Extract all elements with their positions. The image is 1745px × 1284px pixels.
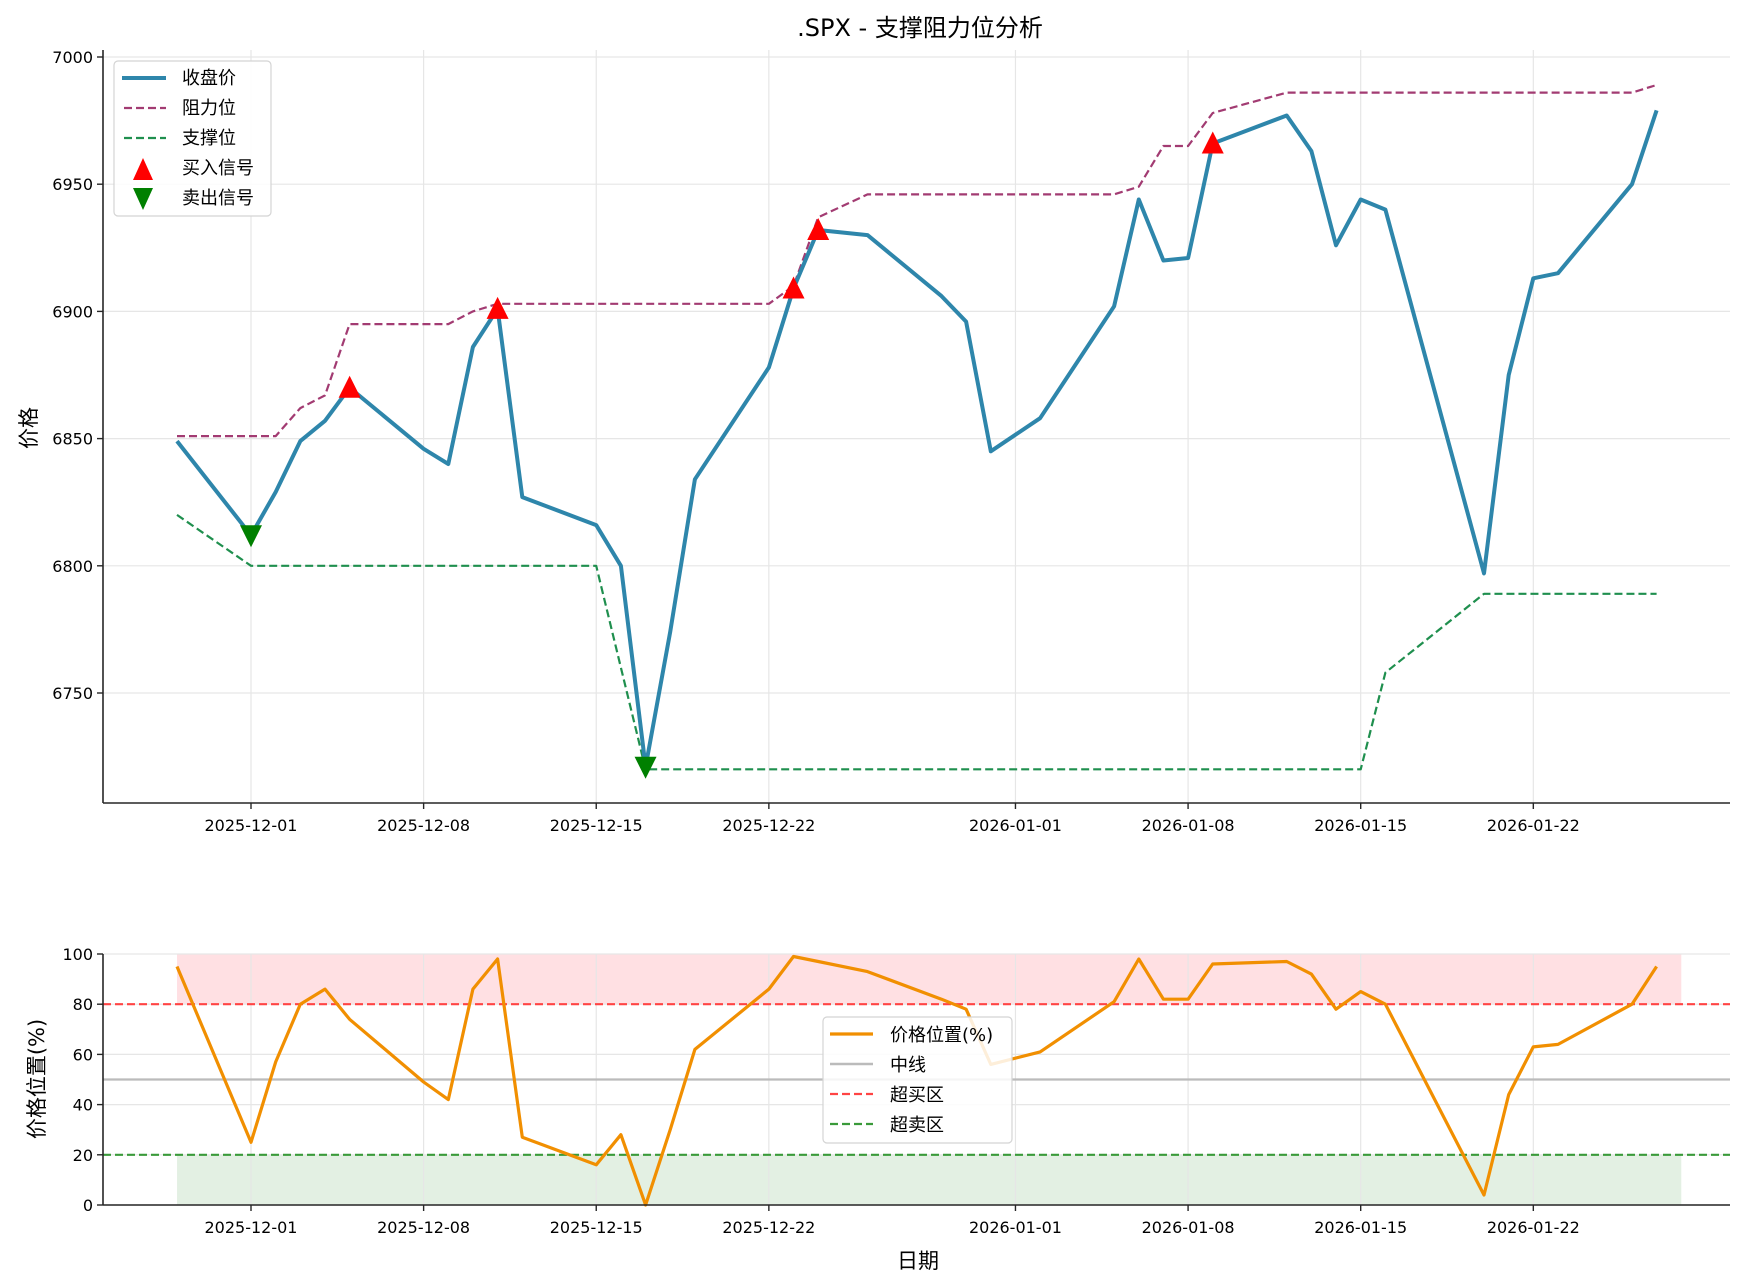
price-chart: 6750 6800 6850 6900 6950 7000 2025-12-01 2025-1… xyxy=(17,48,1730,835)
y-tick-label: 0 xyxy=(83,1196,93,1215)
legend-position-label: 价格位置(%) xyxy=(890,1025,993,1046)
position-chart: 0 20 40 60 80 100 2025-12-01 2025-12-08 2025-12-… xyxy=(25,945,1730,1273)
y-tick-label: 7000 xyxy=(52,48,93,67)
support-line xyxy=(176,513,1657,771)
x-tick-label: 2025-12-15 xyxy=(550,1218,643,1237)
legend-midline-label: 中线 xyxy=(890,1055,926,1076)
sell-signal-icon xyxy=(240,525,262,548)
sell-signal-icon xyxy=(634,756,657,779)
legend-oversold-label: 超卖区 xyxy=(890,1115,944,1136)
y-tick-label: 40 xyxy=(73,1096,93,1115)
close-price-line xyxy=(175,109,1659,769)
position-chart-legend: 价格位置(%) 中线 超买区 超卖区 xyxy=(822,1016,1013,1144)
y-tick-label: 6900 xyxy=(52,302,93,321)
sell-signal-icon xyxy=(133,188,153,210)
legend-resistance-label: 阻力位 xyxy=(182,98,236,119)
y-tick-label: 100 xyxy=(62,945,93,964)
y-tick-label: 6750 xyxy=(52,684,93,703)
oversold-band xyxy=(177,1154,1682,1205)
x-tick-label: 2026-01-01 xyxy=(969,816,1062,835)
x-tick-label: 2025-12-22 xyxy=(722,816,815,835)
legend-sell-label: 卖出信号 xyxy=(182,188,254,209)
y-tick-label: 60 xyxy=(73,1045,93,1064)
x-tick-label: 2026-01-15 xyxy=(1314,816,1407,835)
price-chart-legend: 收盘价 阻力位 支撑位 买入信号 卖出信号 xyxy=(113,60,272,217)
price-position-line xyxy=(175,954,1658,1207)
legend-overbought-label: 超买区 xyxy=(890,1085,944,1106)
x-tick-label: 2026-01-15 xyxy=(1314,1218,1407,1237)
buy-signal-icon xyxy=(133,158,153,180)
position-chart-series xyxy=(175,954,1658,1207)
x-tick-label: 2025-12-01 xyxy=(205,816,298,835)
y-tick-label: 80 xyxy=(73,995,93,1014)
x-tick-label: 2026-01-08 xyxy=(1142,816,1235,835)
resistance-line xyxy=(177,83,1657,438)
position-chart-axes: 0 20 40 60 80 100 2025-12-01 2025-12-08 2025-12-… xyxy=(62,945,1730,1237)
position-axis-title: 价格位置(%) xyxy=(25,1019,49,1139)
buy-signal-icon xyxy=(1201,131,1224,154)
buy-signal-icon xyxy=(338,375,361,398)
buy-signal-icon xyxy=(782,276,805,299)
y-tick-label: 6800 xyxy=(52,557,93,576)
x-tick-label: 2026-01-22 xyxy=(1487,816,1580,835)
legend-close-label: 收盘价 xyxy=(182,68,236,89)
x-tick-label: 2025-12-01 xyxy=(205,1218,298,1237)
y-tick-label: 6950 xyxy=(52,175,93,194)
price-chart-series xyxy=(175,83,1659,771)
x-tick-label: 2025-12-22 xyxy=(722,1218,815,1237)
zone-bands xyxy=(177,954,1682,1205)
price-chart-grid xyxy=(103,50,1730,803)
chart-title: .SPX - 支撑阻力位分析 xyxy=(797,14,1043,42)
x-tick-label: 2026-01-08 xyxy=(1142,1218,1235,1237)
date-axis-title: 日期 xyxy=(897,1249,939,1273)
x-tick-label: 2026-01-22 xyxy=(1487,1218,1580,1237)
price-axis-title: 价格 xyxy=(17,407,41,449)
buy-signal-icon xyxy=(486,296,509,319)
overbought-band xyxy=(177,954,1682,1005)
x-tick-label: 2025-12-08 xyxy=(377,1218,470,1237)
x-tick-label: 2026-01-01 xyxy=(969,1218,1062,1237)
y-tick-label: 20 xyxy=(73,1146,93,1165)
legend-buy-label: 买入信号 xyxy=(182,158,254,179)
y-tick-label: 6850 xyxy=(52,430,93,449)
signal-markers xyxy=(240,131,1224,779)
x-tick-label: 2025-12-08 xyxy=(377,816,470,835)
price-chart-axes: 6750 6800 6850 6900 6950 7000 2025-12-01 2025-1… xyxy=(52,48,1730,835)
buy-signal-icon xyxy=(807,217,830,240)
legend-support-label: 支撑位 xyxy=(182,128,236,149)
x-tick-label: 2025-12-15 xyxy=(550,816,643,835)
